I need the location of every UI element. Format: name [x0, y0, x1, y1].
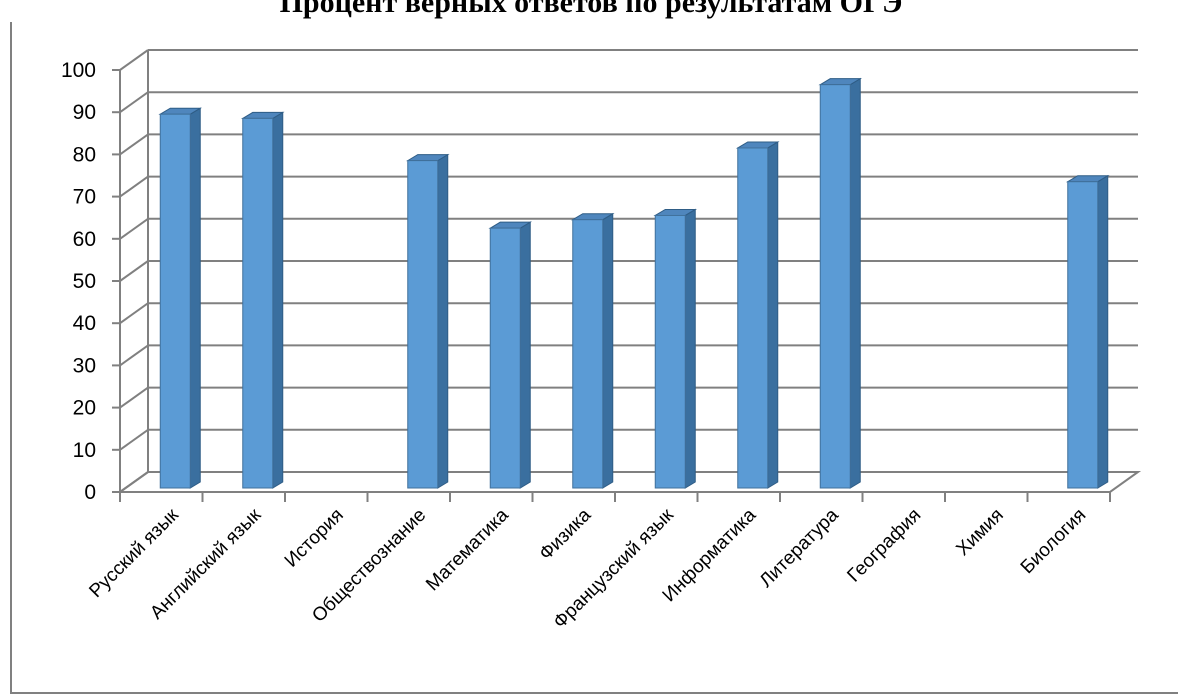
y-tick-label: 90	[73, 101, 96, 124]
bar-side	[603, 214, 613, 488]
y-tick-label: 100	[61, 59, 96, 82]
bar	[243, 112, 283, 488]
bar-front	[408, 161, 438, 488]
bar	[160, 108, 200, 488]
gridline-depth	[120, 50, 148, 70]
gridline-depth	[120, 430, 148, 450]
y-tick-label: 20	[73, 397, 96, 420]
gridline-depth	[120, 177, 148, 197]
bar	[655, 209, 695, 488]
x-tick-label: Физика	[535, 504, 595, 564]
y-tick-label: 30	[73, 354, 96, 377]
bars	[160, 79, 1108, 488]
bar-front	[1068, 182, 1098, 488]
bar-side	[520, 222, 530, 488]
x-tick-label: География	[843, 505, 925, 587]
x-tick-label: Биология	[1017, 505, 1090, 578]
bar-front	[820, 85, 850, 488]
bar-side	[1098, 176, 1108, 488]
bar-side	[685, 209, 695, 488]
x-tick-label: История	[281, 505, 348, 572]
gridline-depth	[120, 388, 148, 408]
y-axis-ticks: 0 10 20 30 40 50 60 70 80 90 100	[61, 59, 96, 504]
bar	[1068, 176, 1108, 488]
bar-front	[655, 215, 685, 488]
bar	[490, 222, 530, 488]
y-tick-label: 70	[73, 186, 96, 209]
y-tick-label: 80	[73, 143, 96, 166]
x-tick-label: Литература	[756, 504, 843, 591]
bar-side	[438, 155, 448, 488]
bar-side	[768, 142, 778, 488]
y-tick-label: 0	[84, 481, 96, 504]
gridline-depth	[120, 92, 148, 112]
y-tick-label: 50	[73, 270, 96, 293]
bar-side	[190, 108, 200, 488]
gridline-depth	[120, 261, 148, 281]
bar-front	[490, 228, 520, 488]
x-tick-label: Химия	[952, 505, 1007, 560]
y-tick-label: 40	[73, 312, 96, 335]
bar-front	[738, 148, 768, 488]
bar-front	[243, 118, 273, 488]
bar	[820, 79, 860, 488]
bar-front	[160, 114, 190, 488]
gridline-depth	[120, 345, 148, 365]
gridline-depth	[120, 303, 148, 323]
bar	[738, 142, 778, 488]
bar-side	[850, 79, 860, 488]
bar	[408, 155, 448, 488]
gridline-depth	[120, 134, 148, 154]
bar-front	[573, 220, 603, 488]
y-tick-label: 60	[73, 228, 96, 251]
y-tick-label: 10	[73, 439, 96, 462]
bar-side	[273, 112, 283, 488]
gridline-depth	[120, 219, 148, 239]
bar	[573, 214, 613, 488]
x-tick-label: Математика	[422, 504, 513, 595]
